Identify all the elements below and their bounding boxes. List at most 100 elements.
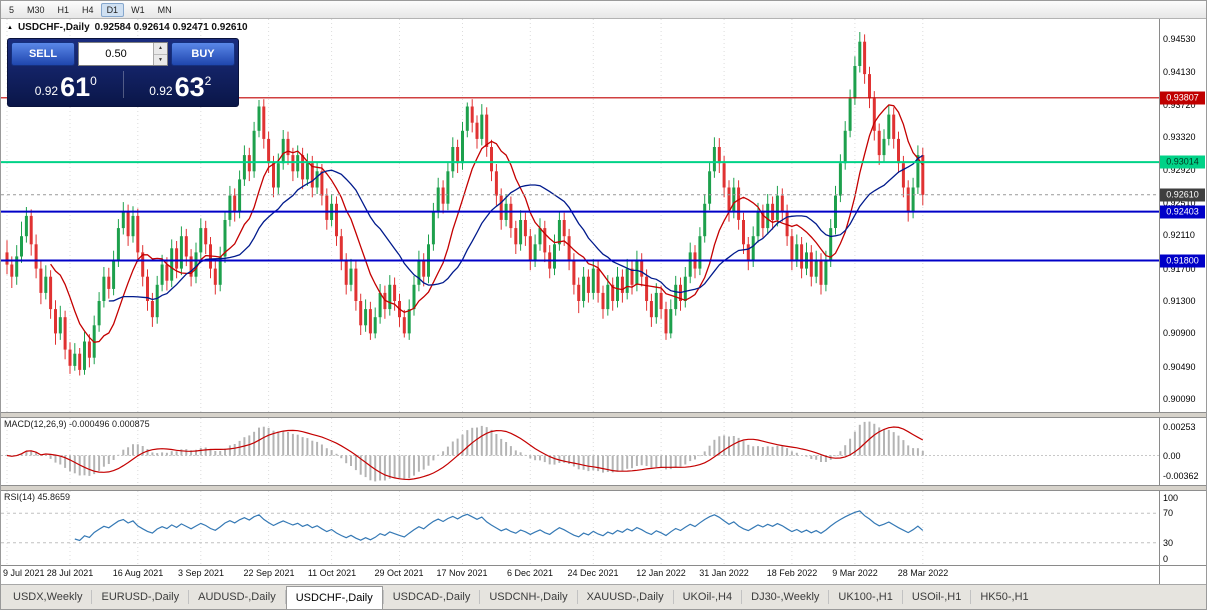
date-label: 12 Jan 2022 <box>636 568 686 578</box>
price-level-badge: 0.93807 <box>1160 91 1205 105</box>
macd-signal-line <box>6 426 924 481</box>
timeframe-button-d1[interactable]: D1 <box>100 2 125 17</box>
current-price-badge: 0.92610 <box>1160 188 1205 202</box>
date-label: 16 Aug 2021 <box>112 568 164 578</box>
chart-tab-uk100-h1[interactable]: UK100-,H1 <box>838 591 893 603</box>
timeframe-button-w1[interactable]: W1 <box>131 4 145 15</box>
one-click-toggle-icon[interactable]: ▲ <box>7 24 13 31</box>
date-label: 22 Sep 2021 <box>243 568 295 578</box>
moving-average-line-22 <box>108 154 924 302</box>
price-level-badge: 0.92403 <box>1160 205 1205 219</box>
chart-tab-eurusd-daily[interactable]: EURUSD-,Daily <box>101 591 180 603</box>
volume-increase-button[interactable]: ▲ <box>154 43 167 55</box>
tab-separator <box>828 590 830 604</box>
sell-button[interactable]: SELL <box>11 42 75 66</box>
sell-price-pips: 61 <box>60 72 91 103</box>
chart-title: ▲ USDCHF-,Daily 0.92584 0.92614 0.92471 … <box>7 22 248 33</box>
chart-symbol-period: USDCHF-,Daily <box>17 22 90 33</box>
panel-splitter-macd[interactable] <box>1 412 1206 418</box>
date-label: 6 Dec 2021 <box>506 568 554 578</box>
sell-price-point: 0 <box>90 74 97 88</box>
buy-price-point: 2 <box>204 74 212 88</box>
rsi-axis[interactable]: 100 70 30 0 <box>1159 491 1206 565</box>
date-label: 17 Nov 2021 <box>436 568 488 578</box>
rsi-line <box>74 510 924 542</box>
price-axis-tick: 0.92110 <box>1163 230 1195 241</box>
timeframe-button-m30[interactable]: M30 <box>27 4 45 15</box>
rsi-panel: RSI(14) 45.8659 100 70 30 0 <box>1 491 1206 565</box>
price-plot[interactable]: ▲ USDCHF-,Daily 0.92584 0.92614 0.92471 … <box>1 19 1159 412</box>
price-axis-tick: 0.94130 <box>1163 66 1196 77</box>
volume-field[interactable]: 0.50 ▲ ▼ <box>78 42 168 66</box>
tab-separator <box>970 590 972 604</box>
timeframe-button-h1[interactable]: H1 <box>57 4 70 15</box>
buy-button[interactable]: BUY <box>171 42 235 66</box>
price-level-badge: 0.93014 <box>1160 155 1205 169</box>
date-label: 11 Oct 2021 <box>307 568 357 578</box>
rsi-indicator-label: RSI(14) 45.8659 <box>4 492 71 502</box>
chart-tab-hk50-h1[interactable]: HK50-,H1 <box>980 591 1029 603</box>
tab-separator <box>576 590 578 604</box>
price-axis-tick: 0.90900 <box>1163 328 1196 339</box>
price-axis-tick: 0.93320 <box>1163 132 1196 143</box>
date-label: 18 Feb 2022 <box>766 568 818 578</box>
sell-price-base: 0.92 <box>34 84 59 98</box>
chart-ohlc-values: 0.92584 0.92614 0.92471 0.92610 <box>94 22 248 33</box>
date-label: 3 Sep 2021 <box>177 568 225 578</box>
date-label: 24 Dec 2021 <box>567 568 619 578</box>
buy-price-base: 0.92 <box>149 84 173 98</box>
rsi-axis-tick: 0 <box>1163 554 1169 564</box>
macd-axis[interactable]: 0.00253 0.00 -0.00362 <box>1159 418 1206 485</box>
time-axis[interactable]: 9 Jul 2021 28 Jul 2021 16 Aug 2021 3 Sep 20… <box>1 566 1159 584</box>
chart-tab-xauusd-daily[interactable]: XAUUSD-,Daily <box>586 591 664 603</box>
chart-tab-usdx-weekly[interactable]: USDX,Weekly <box>13 591 83 603</box>
price-axis-tick: 0.91300 <box>1163 296 1196 306</box>
chart-tab-usdchf-daily[interactable]: USDCHF-,Daily <box>285 586 383 609</box>
timeframe-button-h4[interactable]: H4 <box>82 4 94 15</box>
price-axis-tick: 0.92510 <box>1163 197 1196 208</box>
buy-price-display[interactable]: 0.92 63 2 <box>126 66 236 103</box>
tab-separator <box>479 590 481 604</box>
price-axis[interactable]: 0.94530 0.94130 0.93720 0.93320 0.92920 0.925… <box>1159 19 1206 412</box>
macd-histogram <box>10 421 924 482</box>
chart-tab-usdcad-daily[interactable]: USDCAD-,Daily <box>392 591 471 603</box>
date-label: 31 Jan 2022 <box>699 568 749 578</box>
date-label: 28 Jul 2021 <box>46 568 94 578</box>
tab-separator <box>901 590 903 604</box>
rsi-axis-tick: 100 <box>1163 493 1179 503</box>
chart-tab-usdcnh-daily[interactable]: USDCNH-,Daily <box>489 591 568 603</box>
timeframe-toolbar: 5 M30 H1 H4 D1 W1 MN <box>1 1 1206 19</box>
sell-price-display[interactable]: 0.92 61 0 <box>11 66 121 103</box>
price-divider <box>122 71 124 98</box>
macd-axis-tick: 0.00 <box>1163 450 1181 461</box>
time-axis-row: 9 Jul 2021 28 Jul 2021 16 Aug 2021 3 Sep 20… <box>1 565 1206 584</box>
chart-tab-usoil-h1[interactable]: USOil-,H1 <box>911 591 962 603</box>
macd-axis-tick: 0.00253 <box>1163 422 1196 432</box>
macd-plot[interactable]: MACD(12,26,9) -0.000496 0.000875 <box>1 418 1159 485</box>
one-click-trading-panel: SELL 0.50 ▲ ▼ BUY 0.92 61 0 <box>7 38 239 107</box>
chart-tab-audusd-daily[interactable]: AUDUSD-,Daily <box>198 591 276 603</box>
tab-separator <box>188 590 190 604</box>
chart-tab-dj30-weekly[interactable]: DJ30-,Weekly <box>751 591 820 603</box>
rsi-axis-tick: 30 <box>1163 537 1174 548</box>
volume-decrease-button[interactable]: ▼ <box>154 54 167 65</box>
price-axis-tick: 0.94530 <box>1163 34 1196 45</box>
price-chart-canvas <box>1 19 1159 412</box>
date-label: 28 Mar 2022 <box>897 568 949 578</box>
volume-value[interactable]: 0.50 <box>105 48 127 60</box>
date-label: 29 Oct 2021 <box>374 568 424 578</box>
price-axis-tick: 0.90490 <box>1163 361 1196 372</box>
rsi-axis-tick: 70 <box>1163 508 1174 519</box>
tab-separator <box>382 590 384 604</box>
rsi-plot[interactable]: RSI(14) 45.8659 <box>1 491 1159 565</box>
price-axis-tick: 0.91700 <box>1163 263 1196 274</box>
price-level-badge: 0.91800 <box>1160 254 1205 267</box>
panel-splitter-rsi[interactable] <box>1 485 1206 491</box>
moving-average-line-10 <box>50 104 924 343</box>
rsi-grid <box>6 491 924 565</box>
price-axis-tick: 0.90090 <box>1163 394 1196 404</box>
chart-tab-ukoil-h4[interactable]: UKOil-,H4 <box>682 591 733 603</box>
timeframe-button-5[interactable]: 5 <box>9 4 15 15</box>
timeframe-button-mn[interactable]: MN <box>157 4 172 15</box>
